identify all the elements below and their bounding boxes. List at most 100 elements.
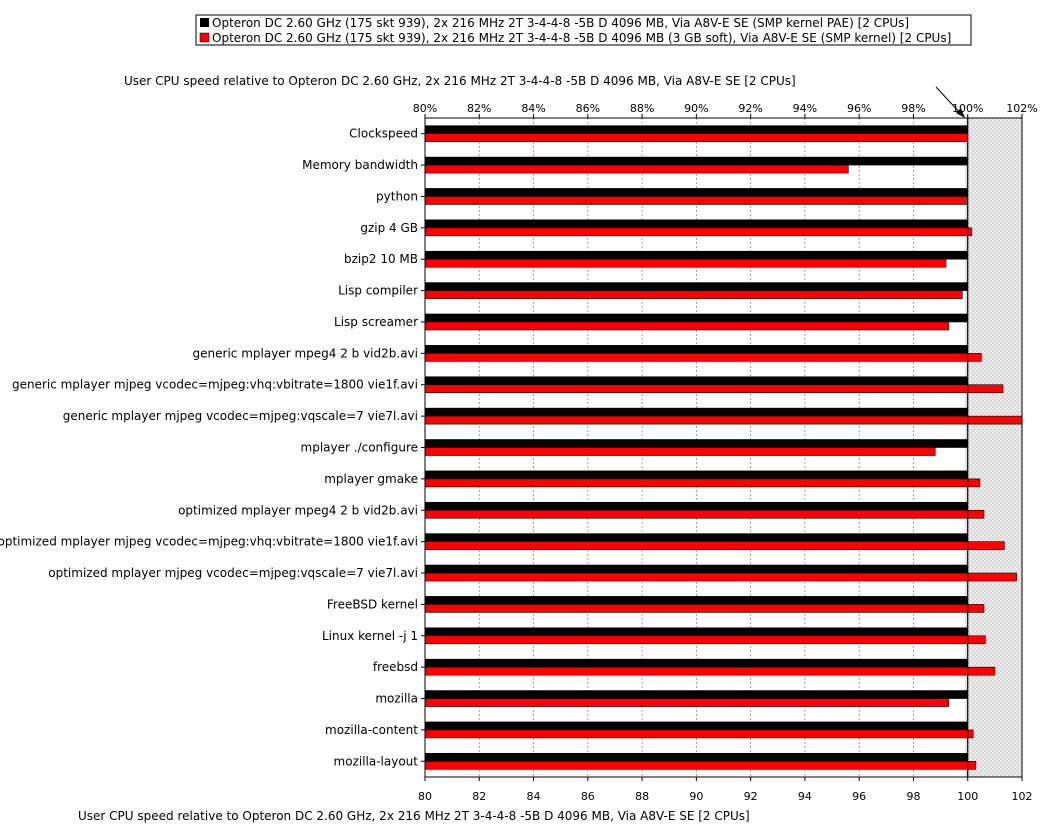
category-labels: Clockspeed Memory bandwidth python gzip 4 G…: [0, 127, 418, 769]
bar-series-1: [424, 282, 969, 291]
bar-series-1: [424, 376, 969, 386]
category-label: Lisp screamer: [334, 315, 418, 329]
bar-series-1: [424, 219, 969, 229]
category-label: optimized mplayer mpeg4 2 b vid2b.avi: [178, 503, 418, 517]
category-label: mplayer ./configure: [301, 441, 418, 455]
ticks: 80% 80 82% 82 84% 84 86% 86 88% 88 90% 90 92% 92 94% 94…: [413, 102, 1038, 803]
bar-series-2: [424, 384, 1004, 394]
category-label: mozilla-content: [325, 723, 418, 737]
category-label: FreeBSD kernel: [327, 597, 418, 611]
x-axis-label: User CPU speed relative to Opteron DC 2.…: [78, 809, 750, 823]
bottom-tick-label: 86: [581, 790, 595, 803]
bar-series-2: [424, 604, 985, 613]
top-tick-label: 82%: [467, 102, 491, 115]
bar-series-2: [424, 415, 1023, 425]
reference-arrow: [935, 86, 963, 116]
top-tick-label: 90%: [684, 102, 708, 115]
bar-series-1: [424, 658, 969, 668]
bar-series-1: [424, 721, 969, 731]
top-tick-label: 84%: [521, 102, 545, 115]
category-label: Linux kernel -j 1: [322, 629, 418, 643]
bar-series-2: [424, 290, 963, 299]
bar-series-2: [424, 509, 985, 519]
category-label: freebsd: [373, 660, 418, 674]
bar-series-2: [424, 761, 977, 770]
bar-series-1: [424, 627, 969, 637]
bar-series-1: [424, 753, 969, 762]
category-label: Clockspeed: [349, 127, 418, 141]
bar-series-2: [424, 698, 950, 707]
category-label: python: [376, 189, 418, 203]
legend-box: [195, 14, 972, 46]
reference-arrowhead: [956, 108, 965, 118]
top-tick-label: 100%: [952, 102, 983, 115]
top-tick-label: 96%: [847, 102, 871, 115]
top-tick-label: 98%: [901, 102, 925, 115]
category-label: bzip2 10 MB: [344, 252, 418, 266]
bar-series-1: [424, 188, 969, 197]
bar-series-2: [424, 133, 969, 142]
bar-series-2: [424, 729, 974, 739]
chart-title: User CPU speed relative to Opteron DC 2.…: [124, 74, 796, 88]
category-label: generic mplayer mjpeg vcodec=mjpeg:vhq:v…: [12, 378, 418, 392]
bottom-tick-label: 100: [957, 790, 978, 803]
bottom-tick-label: 98: [906, 790, 920, 803]
top-tick-label: 94%: [793, 102, 817, 115]
category-label: Memory bandwidth: [302, 158, 418, 172]
bar-series-2: [424, 447, 936, 456]
bottom-tick-label: 96: [852, 790, 866, 803]
category-label: gzip 4 GB: [360, 221, 418, 235]
bottom-tick-label: 82: [472, 790, 486, 803]
top-tick-label: 102%: [1006, 102, 1037, 115]
bottom-tick-label: 94: [798, 790, 812, 803]
top-tick-label: 80%: [413, 102, 437, 115]
legend-swatch-series-2: [199, 32, 210, 43]
bar-series-2: [424, 321, 950, 331]
bottom-tick-label: 84: [527, 790, 541, 803]
category-label: mozilla-layout: [334, 754, 419, 768]
bar-series-2: [424, 227, 973, 237]
category-label: mozilla: [375, 692, 418, 706]
bar-series-1: [424, 313, 969, 323]
category-label: generic mplayer mjpeg vcodec=mjpeg:vqsca…: [63, 409, 418, 423]
category-label: generic mplayer mpeg4 2 b vid2b.avi: [193, 346, 418, 360]
bar-series-2: [424, 541, 1005, 550]
category-label: Lisp compiler: [338, 284, 418, 298]
top-tick-label: 86%: [576, 102, 600, 115]
bar-series-1: [424, 596, 969, 605]
bar-series-1: [424, 470, 969, 480]
bar-series-1: [424, 345, 969, 354]
category-label: optimized mplayer mjpeg vcodec=mjpeg:vhq…: [0, 535, 418, 549]
bar-series-1: [424, 156, 969, 166]
bar-series-1: [424, 125, 969, 134]
category-label: optimized mplayer mjpeg vcodec=mjpeg:vqs…: [48, 566, 418, 580]
beyond-reference-region: [965, 118, 1022, 777]
bottom-tick-label: 102: [1012, 790, 1033, 803]
legend-swatch-series-1: [200, 18, 209, 27]
bar-series-1: [424, 407, 969, 417]
bar-series-2: [424, 196, 967, 205]
bar-series-2: [424, 258, 947, 268]
category-label: mplayer gmake: [324, 472, 418, 486]
bottom-tick-label: 80: [418, 790, 432, 803]
top-tick-label: 92%: [738, 102, 762, 115]
bar-series-2: [424, 478, 981, 488]
bar-series-2: [424, 666, 996, 676]
bar-series-2: [424, 164, 849, 174]
bar-series-2: [424, 353, 982, 362]
bar-series-2: [424, 572, 1017, 582]
top-tick-label: 88%: [630, 102, 654, 115]
bar-series-1: [424, 533, 969, 542]
bar-series-1: [424, 439, 969, 448]
bottom-tick-label: 90: [689, 790, 703, 803]
bottom-tick-label: 92: [744, 790, 758, 803]
bottom-tick-label: 88: [635, 790, 649, 803]
bar-series-1: [424, 250, 969, 260]
legend: Opteron DC 2.60 GHz (175 skt 939), 2x 21…: [195, 14, 972, 46]
bar-series-1: [424, 564, 969, 574]
bar-series-1: [424, 501, 969, 511]
legend-label-series-2: Opteron DC 2.60 GHz (175 skt 939), 2x 21…: [212, 31, 951, 45]
legend-label-series-1: Opteron DC 2.60 GHz (175 skt 939), 2x 21…: [212, 16, 909, 30]
bar-series-1: [424, 690, 969, 699]
